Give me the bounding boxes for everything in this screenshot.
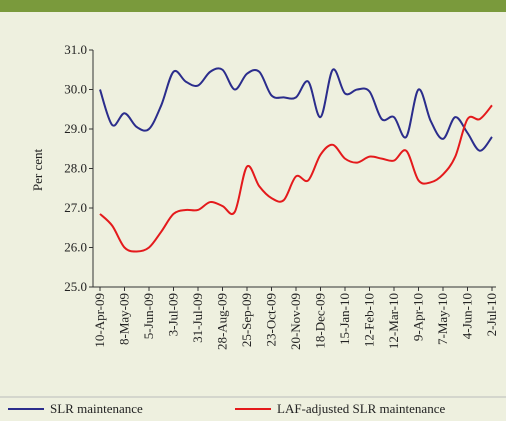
legend-label: SLR maintenance (50, 401, 143, 416)
y-tick-label: 25.0 (64, 279, 87, 294)
x-tick-label: 31-Jul-09 (190, 293, 205, 343)
y-tick-label: 28.0 (64, 161, 87, 176)
x-tick-label: 23-Oct-09 (264, 293, 279, 346)
y-tick-label: 26.0 (64, 240, 87, 255)
series-line (99, 104, 493, 253)
x-tick-label: 28-Aug-09 (215, 293, 230, 350)
x-tick-label: 9-Apr-10 (411, 293, 426, 341)
y-tick-label: 30.0 (64, 82, 87, 97)
y-tick-label: 31.0 (64, 42, 87, 57)
x-tick-label: 8-May-09 (117, 293, 132, 345)
x-tick-label: 25-Sep-09 (239, 293, 254, 347)
y-tick-label: 29.0 (64, 121, 87, 136)
x-tick-label: 15-Jan-10 (337, 293, 352, 345)
x-tick-label: 12-Feb-10 (362, 293, 377, 347)
x-tick-label: 12-Mar-10 (386, 293, 401, 349)
header-bar (0, 0, 506, 12)
x-tick-label: 18-Dec-09 (313, 293, 328, 349)
x-tick-label: 7-May-10 (435, 293, 450, 345)
y-tick-label: 27.0 (64, 200, 87, 215)
series-line (99, 67, 493, 152)
x-tick-label: 5-Jun-09 (141, 293, 156, 339)
x-tick-label: 4-Jun-10 (460, 293, 475, 339)
y-axis-label: Per cent (30, 148, 45, 191)
x-tick-label: 2-Jul-10 (484, 293, 499, 336)
x-tick-label: 3-Jul-09 (166, 293, 181, 336)
legend-label: LAF-adjusted SLR maintenance (277, 401, 445, 416)
x-tick-label: 20-Nov-09 (288, 293, 303, 350)
x-tick-label: 10-Apr-09 (92, 293, 107, 348)
